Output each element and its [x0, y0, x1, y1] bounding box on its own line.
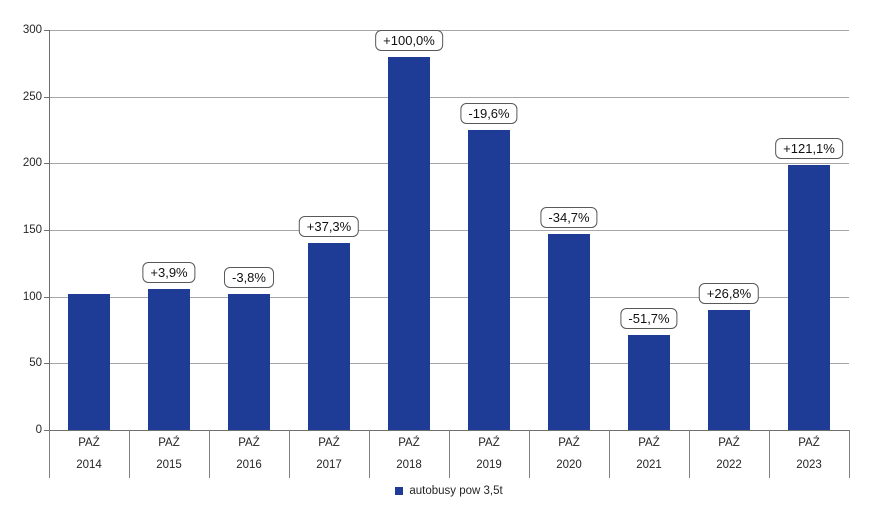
y-tick-label-100: 100 — [22, 290, 42, 303]
bar-value-label-2022: +26,8% — [698, 283, 760, 304]
x-axis-separator — [769, 430, 770, 478]
x-category-2016: PAŹ 2016 — [209, 430, 289, 478]
x-category-year: 2017 — [316, 459, 342, 471]
bar-value-label-2018: +100,0% — [375, 29, 443, 51]
x-category-2022: PAŹ 2022 — [689, 430, 769, 478]
y-tick-200 — [44, 163, 49, 165]
x-category-2020: PAŹ 2020 — [529, 430, 609, 478]
y-tick-50 — [44, 363, 49, 365]
x-category-2014: PAŹ 2014 — [49, 430, 129, 478]
bar-value-label-2019: -19,6% — [460, 103, 518, 124]
x-category-year: 2023 — [796, 459, 822, 471]
legend-label: autobusy pow 3,5t — [409, 485, 503, 497]
bar-2016 — [228, 294, 270, 430]
bar-2017 — [308, 243, 350, 430]
gridline-150 — [49, 230, 849, 231]
x-category-2021: PAŹ 2021 — [609, 430, 689, 478]
x-category-year: 2019 — [476, 459, 502, 471]
gridline-200 — [49, 163, 849, 165]
x-axis-separator — [289, 430, 290, 478]
x-category-2015: PAŹ 2015 — [129, 430, 209, 478]
y-tick-150 — [44, 230, 49, 231]
x-axis-separator — [369, 430, 370, 478]
x-axis-separator — [129, 430, 130, 478]
x-category-year: 2015 — [156, 459, 182, 471]
x-category-month: PAŹ — [78, 437, 100, 449]
x-category-2023: PAŹ 2023 — [769, 430, 849, 478]
y-tick-label-0: 0 — [35, 424, 42, 436]
x-category-month: PAŹ — [318, 437, 340, 449]
x-category-month: PAŹ — [158, 437, 180, 449]
y-tick-100 — [44, 296, 49, 298]
x-category-month: PAŹ — [638, 437, 660, 449]
x-category-month: PAŹ — [798, 437, 820, 449]
gridline-50 — [49, 363, 849, 365]
gridline-300 — [49, 30, 849, 31]
bar-value-label-2021: -51,7% — [620, 308, 678, 330]
x-axis-separator — [49, 430, 50, 478]
x-category-month: PAŹ — [718, 437, 740, 449]
y-tick-300 — [44, 30, 49, 31]
y-tick-250 — [44, 96, 49, 98]
bar-value-label-2016: -3,8% — [224, 267, 274, 288]
x-axis-labels: PAŹ 2014 PAŹ 2015 PAŹ 2016 PAŹ 2017 PAŹ 2018 PAŹ 20… — [49, 430, 850, 478]
x-category-year: 2021 — [636, 459, 662, 471]
x-category-month: PAŹ — [478, 437, 500, 449]
y-axis-line — [49, 30, 50, 430]
bar-value-label-2017: +37,3% — [298, 216, 360, 238]
x-category-month: PAŹ — [238, 437, 260, 449]
x-category-2017: PAŹ 2017 — [289, 430, 369, 478]
bar-2014 — [68, 294, 110, 430]
x-axis-separator — [209, 430, 210, 478]
y-tick-0 — [44, 430, 49, 431]
x-category-year: 2016 — [236, 459, 262, 471]
legend-marker-icon — [395, 487, 404, 495]
legend: autobusy pow 3,5t — [49, 485, 849, 497]
x-category-month: PAŹ — [398, 437, 420, 449]
bar-value-label-2023: +121,1% — [775, 137, 843, 159]
y-tick-label-50: 50 — [29, 357, 42, 370]
bar-value-label-2020: -34,7% — [540, 207, 598, 228]
x-category-year: 2022 — [716, 459, 742, 471]
gridline-250 — [49, 96, 849, 98]
bar-2020 — [548, 234, 590, 430]
x-axis-separator — [609, 430, 610, 478]
x-axis-separator — [849, 430, 850, 478]
x-category-month: PAŹ — [558, 437, 580, 449]
y-tick-label-250: 250 — [22, 90, 42, 103]
y-tick-label-300: 300 — [22, 24, 42, 36]
gridline-100 — [49, 296, 849, 298]
x-category-year: 2018 — [396, 459, 422, 471]
bar-2023 — [788, 164, 830, 430]
x-axis-separator — [449, 430, 450, 478]
bar-2019 — [468, 130, 510, 430]
bar-2021 — [628, 335, 670, 430]
bar-2018 — [388, 56, 430, 430]
bar-2022 — [708, 310, 750, 430]
x-category-2019: PAŹ 2019 — [449, 430, 529, 478]
bar-2015 — [148, 288, 190, 430]
x-axis-separator — [689, 430, 690, 478]
bar-value-label-2015: +3,9% — [142, 261, 196, 283]
y-tick-label-200: 200 — [22, 157, 42, 170]
x-axis-separator — [529, 430, 530, 478]
y-tick-label-150: 150 — [22, 224, 42, 236]
x-category-2018: PAŹ 2018 — [369, 430, 449, 478]
x-category-year: 2020 — [556, 459, 582, 471]
x-category-year: 2014 — [76, 459, 102, 471]
plot-area: +3,9% -3,8% +37,3% +100,0% -19,6% -34,7% -51,7… — [49, 29, 849, 430]
